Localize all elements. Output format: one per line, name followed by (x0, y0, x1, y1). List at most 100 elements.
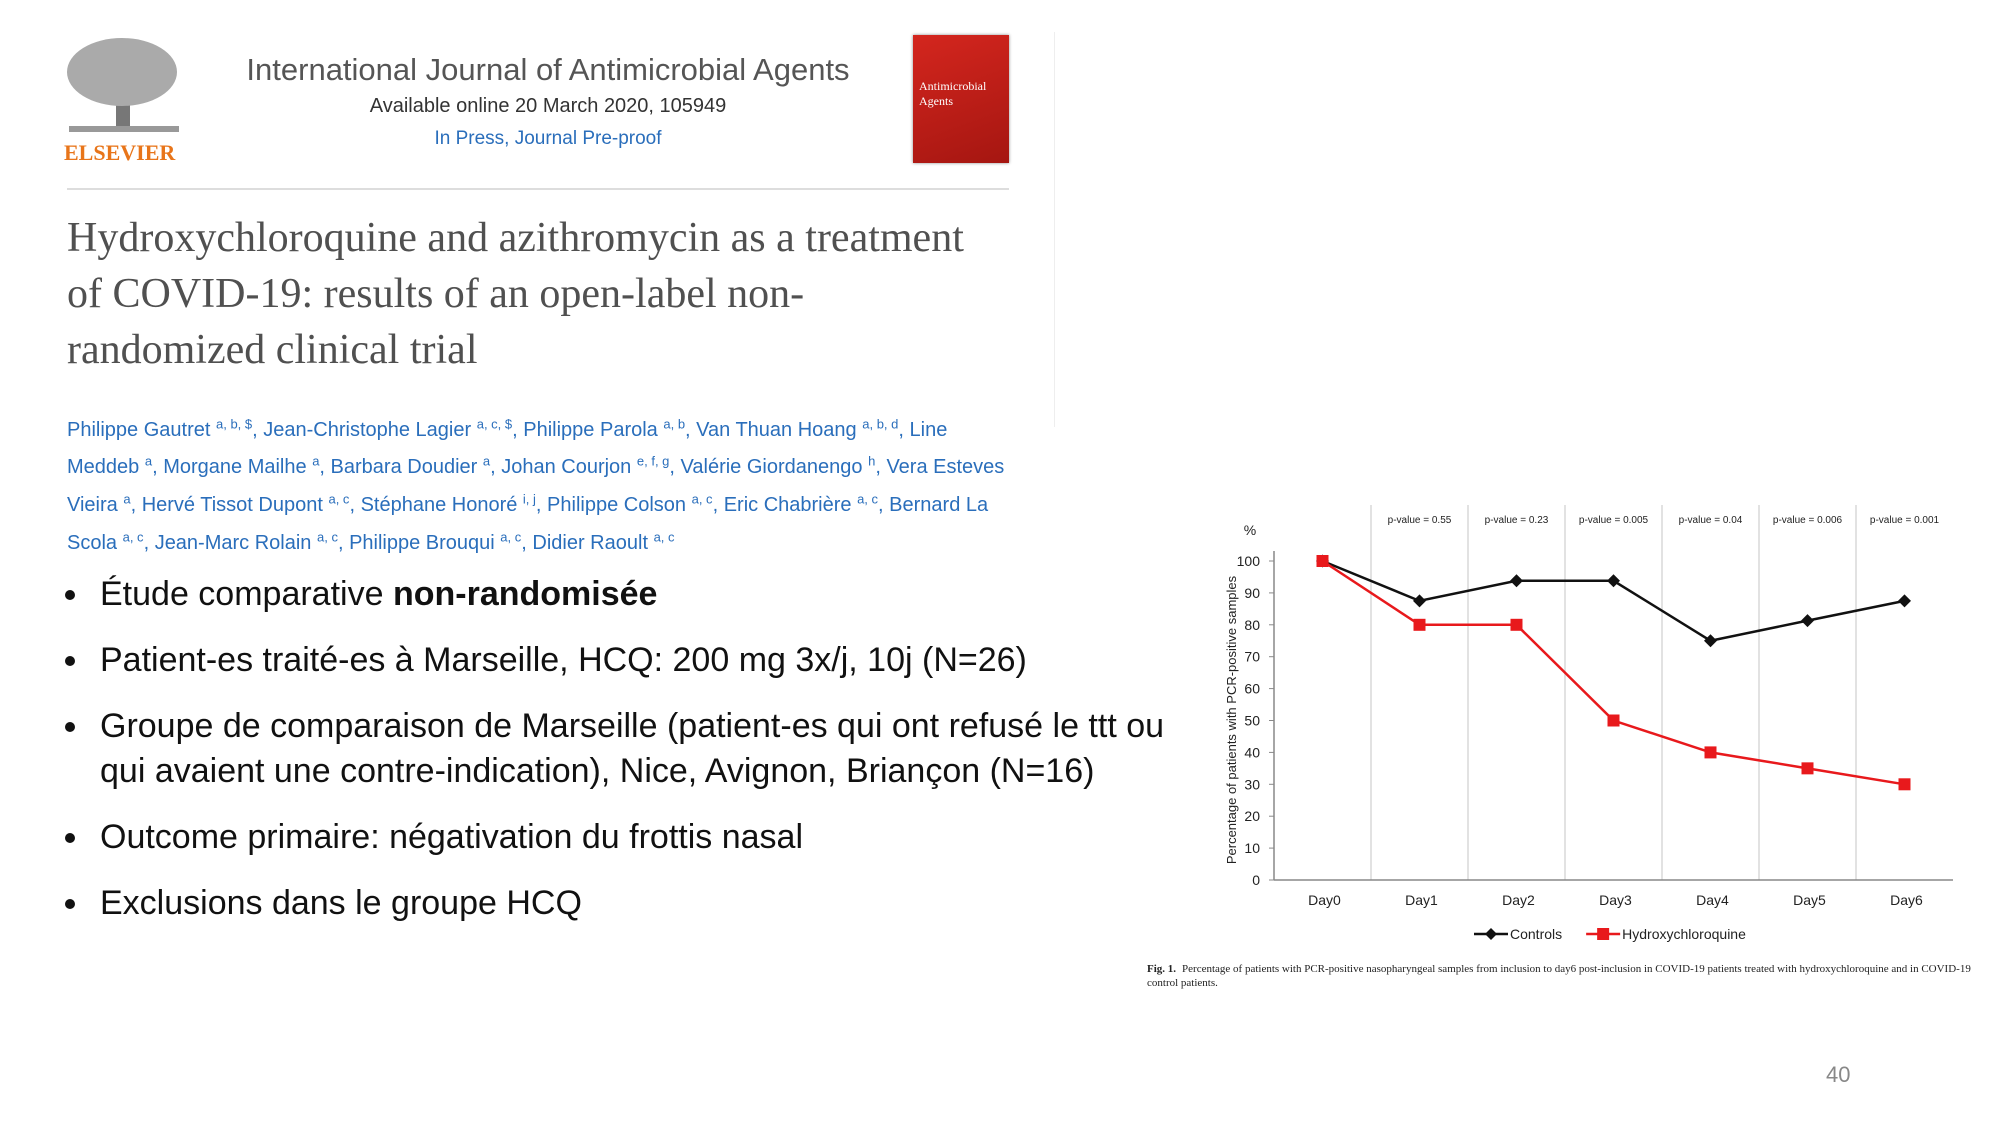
status[interactable]: In Press, Journal Pre-proof (434, 128, 662, 149)
author-name[interactable]: Eric Chabrière (723, 493, 852, 516)
page-number: 40 (1826, 1062, 1851, 1087)
author: Didier Raoult a, c (532, 528, 675, 554)
author-name[interactable]: Morgane Mailhe (163, 456, 307, 479)
author-affiliations: a, c (122, 528, 144, 544)
marker (1607, 714, 1620, 727)
legend-label: Controls (1510, 926, 1562, 942)
author: Barbara Doudier a (330, 454, 502, 479)
p-value: p-value = 0.006 (1773, 515, 1843, 526)
marker (1413, 618, 1426, 631)
y-tick-label: 90 (1244, 585, 1260, 601)
marker (1704, 634, 1717, 648)
p-value: p-value = 0.23 (1485, 515, 1549, 526)
author: Morgane Mailhe a (163, 454, 330, 479)
p-value: p-value = 0.55 (1388, 515, 1452, 526)
author-affiliations: i, j (522, 491, 536, 507)
author-name[interactable]: Hervé Tissot Dupont (141, 493, 323, 516)
x-tick-label: Day6 (1890, 892, 1923, 908)
author-name[interactable]: Stéphane Honoré (360, 493, 518, 516)
author-affiliations: a, c, $ (476, 416, 513, 431)
bullet-text: Outcome primaire: négativation du frotti… (100, 818, 804, 856)
author-name[interactable]: Line Meddeb (67, 418, 948, 479)
author-name[interactable]: Johan Courjon (501, 456, 632, 479)
author-affiliations: a, c (328, 491, 350, 507)
marker (1898, 778, 1911, 791)
caption-text: Percentage of patients with PCR-positive… (1182, 963, 1971, 975)
author-name[interactable]: Didier Raoult (532, 531, 648, 554)
author-name[interactable]: Philippe Gautret (67, 418, 211, 441)
legend-label: Hydroxychloroquine (1622, 926, 1746, 942)
y-tick-label: 10 (1244, 840, 1260, 856)
author: Philippe Gautret a, b, $ (67, 416, 263, 441)
author: Philippe Colson a, c (547, 491, 724, 516)
y-tick-label: 30 (1244, 776, 1260, 792)
bullet-text: Patient-es traité-es à Marseille, HCQ: 2… (100, 641, 1027, 679)
author-name[interactable]: Jean-Christophe Lagier (263, 418, 472, 441)
author-name[interactable]: Philippe Parola (523, 418, 658, 441)
author: Stéphane Honoré i, j (360, 491, 547, 516)
y-tick-label: 100 (1237, 553, 1261, 569)
author-affiliations: a, c (653, 528, 675, 544)
marker (1801, 762, 1814, 775)
bullet-text: Exclusions dans le groupe HCQ (100, 884, 582, 922)
bullet-list: Étude comparative non-randomisée Patient-… (50, 572, 1212, 947)
marker (1316, 555, 1329, 567)
author-affiliations: a, c (316, 528, 338, 544)
publisher: ELSEVIER (64, 140, 176, 165)
y-tick-label: 70 (1244, 649, 1260, 665)
x-tick-label: Day5 (1793, 892, 1826, 908)
caption-text: control patients. (1147, 977, 1218, 989)
y-unit: % (1244, 522, 1256, 538)
bullet: Outcome primaire: négativation du frotti… (92, 815, 1212, 860)
caption: Fig. 1. Percentage of patients with PCR-p… (1147, 963, 1971, 989)
bullet-text: Étude comparative (100, 575, 384, 613)
author-affiliations: a, b (663, 416, 686, 431)
x-tick-label: Day0 (1308, 892, 1341, 908)
author-name[interactable]: Philippe Brouqui (349, 531, 495, 554)
author-affiliations: a (144, 453, 153, 469)
marker (1597, 928, 1610, 940)
journal-name: International Journal of Antimicrobial A… (246, 52, 850, 87)
p-value: p-value = 0.001 (1870, 515, 1940, 526)
author-name[interactable]: Bernard La Scola (67, 493, 989, 554)
marker (1485, 928, 1497, 940)
bullet: Exclusions dans le groupe HCQ (92, 881, 1212, 926)
bullet-emphasis: non-randomisée (392, 575, 658, 613)
journal-cover: Antimicrobial Agents (913, 35, 1009, 163)
author-name[interactable]: Barbara Doudier (330, 456, 478, 479)
y-tick-label: 60 (1244, 681, 1260, 697)
author: Philippe Parola a, b (523, 416, 696, 441)
tree-crown (67, 38, 177, 106)
p-value: p-value = 0.04 (1679, 515, 1743, 526)
p-value: p-value = 0.005 (1579, 515, 1649, 526)
divider (67, 188, 1009, 190)
author-name[interactable]: Philippe Colson (547, 493, 687, 516)
author-affiliations: a, c (500, 528, 522, 544)
marker (1413, 594, 1426, 608)
author-name[interactable]: Valérie Giordanengo (680, 456, 863, 479)
x-tick-label: Day1 (1405, 892, 1438, 908)
marker (1898, 594, 1911, 608)
author: Van Thuan Hoang a, b, d (696, 416, 909, 441)
author-name[interactable]: Vera Esteves Vieira (67, 456, 1005, 516)
author-affiliations: e, f, g (636, 453, 670, 469)
series-line (1322, 559, 1905, 643)
author-affiliations: a, b, $ (215, 416, 253, 431)
marker (1801, 614, 1814, 628)
series-line (1321, 559, 1905, 786)
marker (1510, 574, 1523, 588)
publisher-logo (67, 38, 179, 132)
author-name[interactable]: Van Thuan Hoang (696, 418, 857, 441)
y-tick-label: 40 (1244, 744, 1260, 760)
author: Philippe Brouqui a, c (349, 528, 532, 554)
author-affiliations: a, c (691, 491, 713, 507)
y-tick-label: 20 (1244, 808, 1260, 824)
bullet: Patient-es traité-es à Marseille, HCQ: 2… (92, 638, 1212, 683)
author-name[interactable]: Jean-Marc Rolain (154, 531, 312, 554)
x-tick-label: Day4 (1696, 892, 1729, 908)
author-affiliations: a (123, 491, 131, 507)
author-affiliations: a, b, d (862, 416, 899, 431)
x-tick-label: Day2 (1502, 892, 1535, 908)
